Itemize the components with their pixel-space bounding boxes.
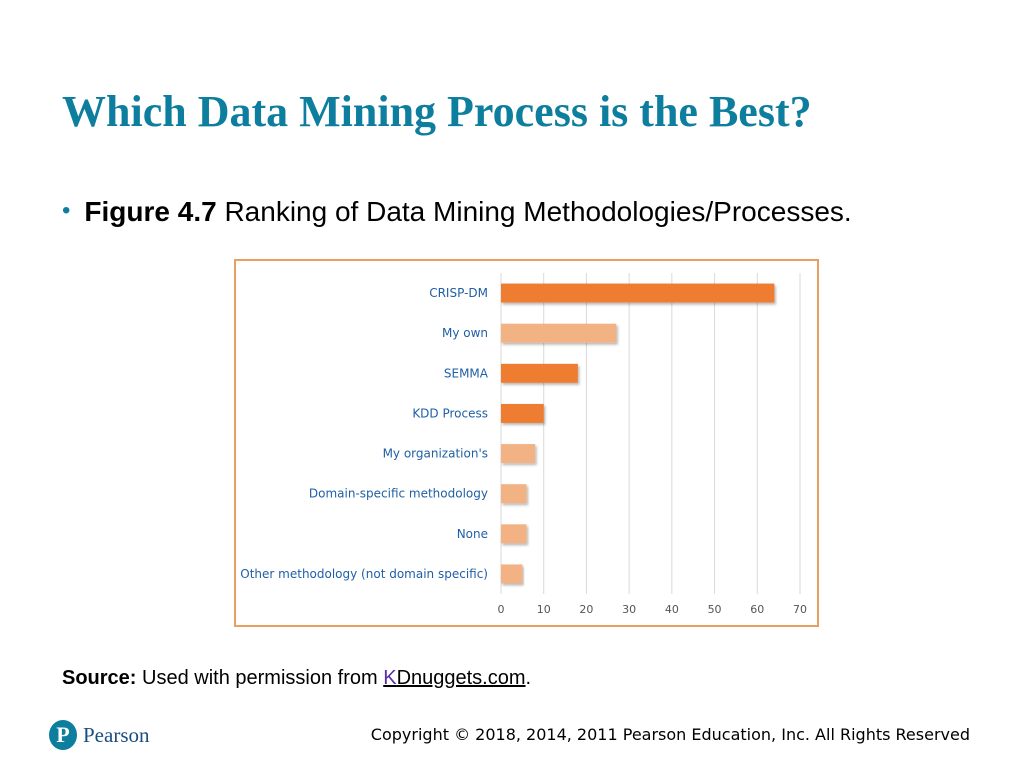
category-label: Other methodology (not domain specific) bbox=[240, 567, 488, 581]
source-prefix: Source: bbox=[62, 667, 137, 689]
bar bbox=[501, 283, 775, 303]
kdnuggets-link[interactable]: KDnuggets.com bbox=[383, 667, 525, 689]
bar bbox=[501, 484, 527, 504]
category-label: My own bbox=[442, 326, 488, 340]
bar bbox=[501, 524, 527, 544]
x-tick-label: 70 bbox=[793, 603, 807, 616]
x-tick-label: 30 bbox=[622, 603, 636, 616]
source-suffix: . bbox=[525, 667, 532, 689]
bullet-icon: • bbox=[62, 197, 71, 224]
x-tick-label: 40 bbox=[665, 603, 679, 616]
x-axis-ticks: 0 10 20 30 40 50 60 70 bbox=[498, 603, 808, 616]
kdnuggets-link-first: K bbox=[383, 667, 397, 689]
category-label: Domain-specific methodology bbox=[309, 487, 488, 501]
copyright-notice: Copyright © 2018, 2014, 2011 Pearson Edu… bbox=[370, 725, 970, 744]
source-text: Used with permission from bbox=[142, 667, 378, 689]
pearson-logo: P Pearson bbox=[49, 720, 150, 750]
ranking-bar-chart: CRISP-DM My own SEMMA KDD Process My organiz… bbox=[240, 273, 808, 616]
category-label: None bbox=[457, 527, 488, 541]
bar bbox=[501, 323, 617, 343]
category-label: My organization's bbox=[383, 447, 488, 461]
figure-caption: • Figure 4.7 Ranking of Data Mining Metho… bbox=[62, 196, 852, 228]
chart-frame: CRISP-DM My own SEMMA KDD Process My organiz… bbox=[234, 259, 819, 627]
bar bbox=[501, 403, 544, 423]
source-line: Source: Used with permission from KDnugg… bbox=[62, 667, 531, 690]
bar bbox=[501, 444, 536, 464]
x-tick-label: 50 bbox=[708, 603, 722, 616]
x-tick-label: 0 bbox=[498, 603, 505, 616]
category-label: KDD Process bbox=[412, 406, 488, 420]
x-tick-label: 10 bbox=[537, 603, 551, 616]
kdnuggets-link-rest: Dnuggets.com bbox=[396, 667, 526, 689]
x-tick-label: 60 bbox=[750, 603, 764, 616]
category-label: SEMMA bbox=[444, 366, 489, 380]
category-label: CRISP-DM bbox=[429, 286, 488, 300]
bar bbox=[501, 363, 578, 383]
slide-title: Which Data Mining Process is the Best? bbox=[62, 87, 812, 136]
category-labels: CRISP-DM My own SEMMA KDD Process My organiz… bbox=[240, 286, 489, 581]
x-tick-label: 20 bbox=[579, 603, 593, 616]
bars bbox=[501, 283, 775, 584]
pearson-wordmark: Pearson bbox=[83, 722, 150, 747]
figure-number: Figure 4.7 bbox=[84, 196, 217, 227]
figure-description: Ranking of Data Mining Methodologies/Pro… bbox=[224, 196, 852, 227]
pearson-logo-icon: P bbox=[49, 720, 77, 750]
bar bbox=[501, 564, 523, 584]
grid-lines bbox=[500, 273, 801, 594]
